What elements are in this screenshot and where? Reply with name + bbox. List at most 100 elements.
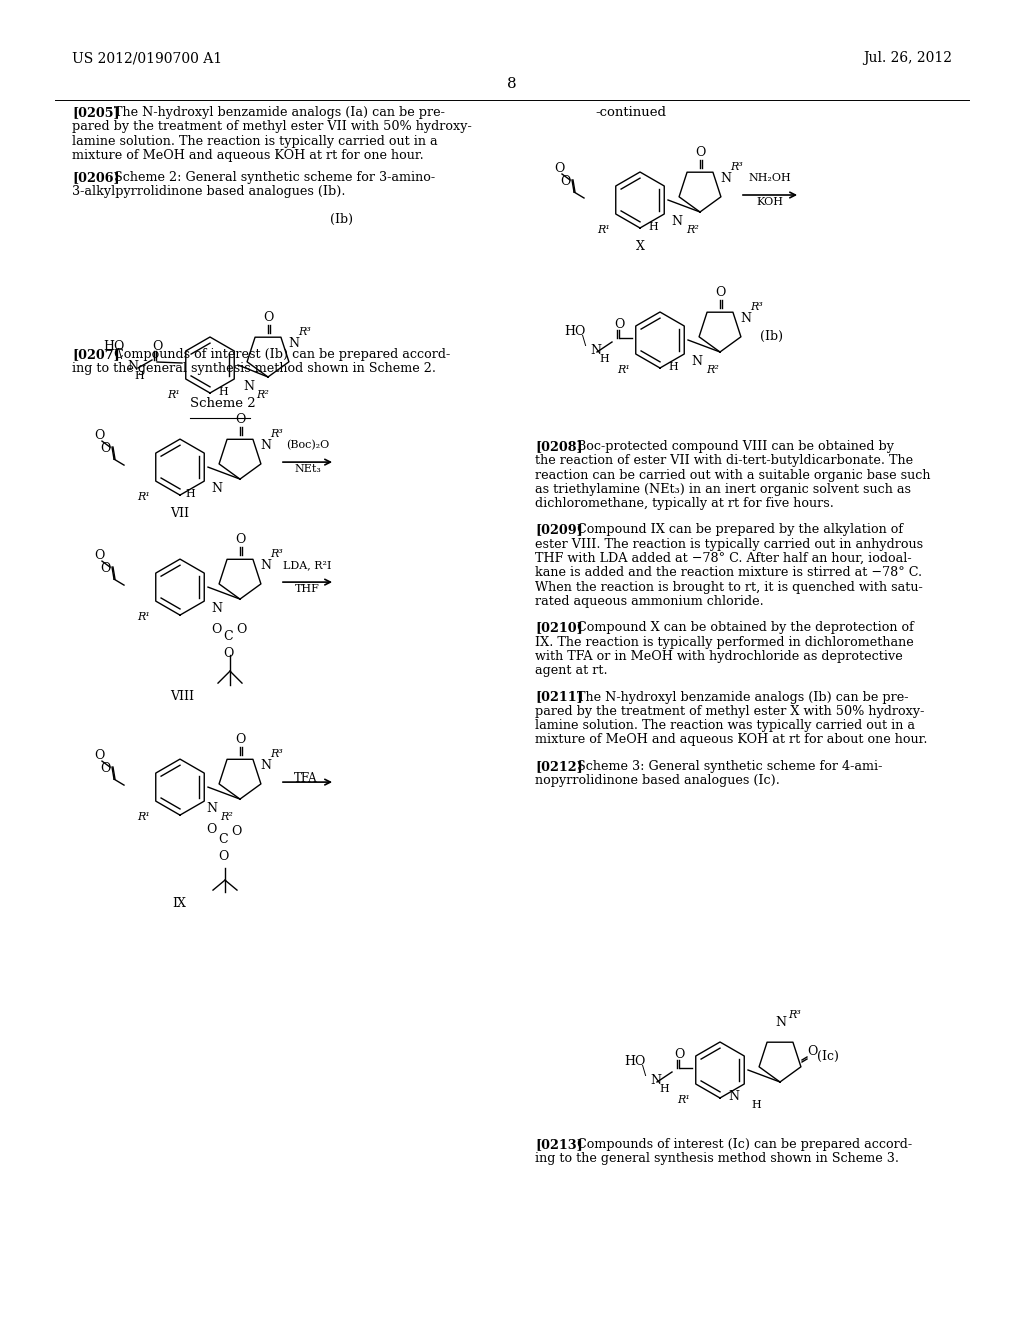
Text: O: O <box>695 147 706 158</box>
Text: 3-alkylpyrrolidinone based analogues (Ib).: 3-alkylpyrrolidinone based analogues (Ib… <box>72 186 345 198</box>
Text: [0207]: [0207] <box>72 347 120 360</box>
Text: O: O <box>807 1045 817 1059</box>
Text: pared by the treatment of methyl ester X with 50% hydroxy-: pared by the treatment of methyl ester X… <box>535 705 925 718</box>
Text: R³: R³ <box>270 750 283 759</box>
Text: HO: HO <box>624 1055 645 1068</box>
Text: N: N <box>720 172 731 185</box>
Text: O: O <box>223 647 233 660</box>
Text: \: \ <box>118 348 122 360</box>
Text: N: N <box>775 1016 786 1030</box>
Text: N: N <box>288 337 299 350</box>
Text: R¹: R¹ <box>137 612 150 622</box>
Text: Boc-protected compound VIII can be obtained by: Boc-protected compound VIII can be obtai… <box>577 440 894 453</box>
Text: NH₂OH: NH₂OH <box>749 173 792 183</box>
Text: C: C <box>223 630 232 643</box>
Text: O: O <box>94 429 104 442</box>
Text: When the reaction is brought to rt, it is quenched with satu-: When the reaction is brought to rt, it i… <box>535 581 923 594</box>
Text: O: O <box>234 413 246 426</box>
Text: H: H <box>668 362 678 372</box>
Text: N: N <box>260 759 271 772</box>
Text: nopyrrolidinone based analogues (Ic).: nopyrrolidinone based analogues (Ic). <box>535 774 780 787</box>
Text: O: O <box>614 318 625 331</box>
Text: O: O <box>100 442 111 455</box>
Text: (Ib): (Ib) <box>760 330 783 343</box>
Text: O: O <box>206 824 216 836</box>
Text: R¹: R¹ <box>167 389 180 400</box>
Text: ing to the general synthesis method shown in Scheme 2.: ing to the general synthesis method show… <box>72 362 436 375</box>
Text: \: \ <box>642 1065 646 1078</box>
Text: R¹: R¹ <box>137 812 150 822</box>
Text: [0208]: [0208] <box>535 440 583 453</box>
Text: Compound IX can be prepared by the alkylation of: Compound IX can be prepared by the alkyl… <box>577 524 903 536</box>
Text: R³: R³ <box>730 162 742 172</box>
Text: N: N <box>127 360 138 374</box>
Text: H: H <box>185 490 195 499</box>
Text: HO: HO <box>103 341 124 352</box>
Text: R¹: R¹ <box>597 224 610 235</box>
Text: O: O <box>263 312 273 323</box>
Text: R¹: R¹ <box>677 1096 690 1105</box>
Text: (Ic): (Ic) <box>817 1049 839 1063</box>
Text: H: H <box>134 371 143 381</box>
Text: the reaction of ester VII with di-tert-butyldicarbonate. The: the reaction of ester VII with di-tert-b… <box>535 454 913 467</box>
Text: IX: IX <box>172 898 186 909</box>
Text: (Boc)₂O: (Boc)₂O <box>286 440 329 450</box>
Text: R³: R³ <box>298 327 311 337</box>
Text: VIII: VIII <box>170 690 194 704</box>
Text: H: H <box>218 387 227 397</box>
Text: dichloromethane, typically at rt for five hours.: dichloromethane, typically at rt for fiv… <box>535 498 834 511</box>
Text: N: N <box>691 355 702 368</box>
Text: C: C <box>218 833 227 846</box>
Text: US 2012/0190700 A1: US 2012/0190700 A1 <box>72 51 222 65</box>
Text: Scheme 3: General synthetic scheme for 4-ami-: Scheme 3: General synthetic scheme for 4… <box>577 760 883 772</box>
Text: lamine solution. The reaction was typically carried out in a: lamine solution. The reaction was typica… <box>535 719 915 733</box>
Text: R¹: R¹ <box>137 492 150 502</box>
Text: N: N <box>590 345 601 356</box>
Text: Scheme 2: General synthetic scheme for 3-amino-: Scheme 2: General synthetic scheme for 3… <box>114 172 435 185</box>
Text: agent at rt.: agent at rt. <box>535 664 607 677</box>
Text: mixture of MeOH and aqueous KOH at rt for about one hour.: mixture of MeOH and aqueous KOH at rt fo… <box>535 734 928 746</box>
Text: mixture of MeOH and aqueous KOH at rt for one hour.: mixture of MeOH and aqueous KOH at rt fo… <box>72 149 424 162</box>
Text: O: O <box>674 1048 684 1061</box>
Text: ester VIII. The reaction is typically carried out in anhydrous: ester VIII. The reaction is typically ca… <box>535 537 923 550</box>
Text: Jul. 26, 2012: Jul. 26, 2012 <box>863 51 952 65</box>
Text: ing to the general synthesis method shown in Scheme 3.: ing to the general synthesis method show… <box>535 1152 899 1166</box>
Text: lamine solution. The reaction is typically carried out in a: lamine solution. The reaction is typical… <box>72 135 437 148</box>
Text: THF: THF <box>295 583 319 594</box>
Text: \: \ <box>582 335 587 348</box>
Text: reaction can be carried out with a suitable organic base such: reaction can be carried out with a suita… <box>535 469 931 482</box>
Text: with TFA or in MeOH with hydrochloride as deprotective: with TFA or in MeOH with hydrochloride a… <box>535 649 903 663</box>
Text: R²: R² <box>220 812 232 822</box>
Text: O: O <box>211 623 221 636</box>
Text: O: O <box>231 825 242 838</box>
Text: R³: R³ <box>270 429 283 440</box>
Text: O: O <box>100 562 111 576</box>
Text: N: N <box>671 215 682 228</box>
Text: IX. The reaction is typically performed in dichloromethane: IX. The reaction is typically performed … <box>535 636 913 648</box>
Text: pared by the treatment of methyl ester VII with 50% hydroxy-: pared by the treatment of methyl ester V… <box>72 120 472 133</box>
Text: kane is added and the reaction mixture is stirred at −78° C.: kane is added and the reaction mixture i… <box>535 566 923 579</box>
Text: H: H <box>648 222 657 232</box>
Text: X: X <box>636 240 645 253</box>
Text: O: O <box>234 533 246 546</box>
Text: H: H <box>599 354 608 364</box>
Text: Scheme 2: Scheme 2 <box>190 397 256 411</box>
Text: Compounds of interest (Ic) can be prepared accord-: Compounds of interest (Ic) can be prepar… <box>577 1138 912 1151</box>
Text: O: O <box>94 750 104 762</box>
Text: as triethylamine (NEt₃) in an inert organic solvent such as: as triethylamine (NEt₃) in an inert orga… <box>535 483 911 496</box>
Text: O: O <box>234 733 246 746</box>
Text: The N-hydroxyl benzamide analogs (Ib) can be pre-: The N-hydroxyl benzamide analogs (Ib) ca… <box>577 690 908 704</box>
Text: KOH: KOH <box>757 197 783 207</box>
Text: [0206]: [0206] <box>72 172 120 185</box>
Text: HO: HO <box>564 325 586 338</box>
Text: N: N <box>260 560 271 572</box>
Text: (Ib): (Ib) <box>330 213 353 226</box>
Text: R²: R² <box>706 366 719 375</box>
Text: N: N <box>211 602 222 615</box>
Text: 8: 8 <box>507 77 517 91</box>
Text: THF with LDA added at −78° C. After half an hour, iodoal-: THF with LDA added at −78° C. After half… <box>535 552 911 565</box>
Text: TFA: TFA <box>294 772 317 785</box>
Text: O: O <box>554 162 564 176</box>
Text: VII: VII <box>170 507 189 520</box>
Text: R¹: R¹ <box>617 366 630 375</box>
